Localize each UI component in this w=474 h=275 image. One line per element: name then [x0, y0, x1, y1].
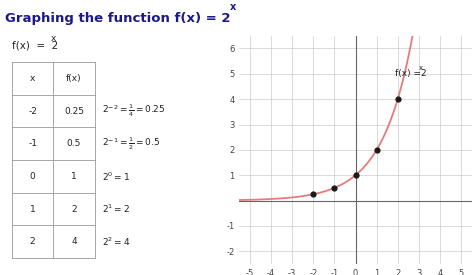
Text: x: x: [229, 2, 236, 12]
Text: 0.25: 0.25: [64, 106, 84, 115]
Text: -1: -1: [28, 139, 37, 148]
Point: [394, 97, 401, 101]
Point: [330, 186, 338, 190]
Text: 1: 1: [71, 172, 77, 181]
Point: [373, 148, 381, 152]
Text: x: x: [419, 65, 423, 71]
Text: x: x: [30, 74, 35, 83]
Text: 2: 2: [30, 237, 36, 246]
Text: 2: 2: [71, 205, 77, 214]
Text: $2^{-1} = \frac{1}{2} = 0.5$: $2^{-1} = \frac{1}{2} = 0.5$: [102, 135, 160, 152]
Text: f(x): f(x): [66, 74, 82, 83]
Text: x: x: [51, 34, 56, 43]
Text: 4: 4: [71, 237, 77, 246]
Text: $2^{-2} = \frac{1}{4} = 0.25$: $2^{-2} = \frac{1}{4} = 0.25$: [102, 103, 165, 119]
Text: -2: -2: [28, 106, 37, 115]
Text: f(x)  =  2: f(x) = 2: [12, 40, 58, 50]
Text: 1: 1: [30, 205, 36, 214]
Text: $2^{0} = 1$: $2^{0} = 1$: [102, 170, 130, 183]
Text: 0: 0: [30, 172, 36, 181]
Point: [352, 173, 359, 177]
Text: f(x) =2: f(x) =2: [394, 69, 426, 78]
Text: $2^{1} = 2$: $2^{1} = 2$: [102, 203, 130, 215]
Text: $2^{2} = 4$: $2^{2} = 4$: [102, 235, 130, 248]
Point: [310, 192, 317, 196]
Text: Graphing the function f(x) = 2: Graphing the function f(x) = 2: [5, 12, 230, 25]
Text: 0.5: 0.5: [67, 139, 81, 148]
